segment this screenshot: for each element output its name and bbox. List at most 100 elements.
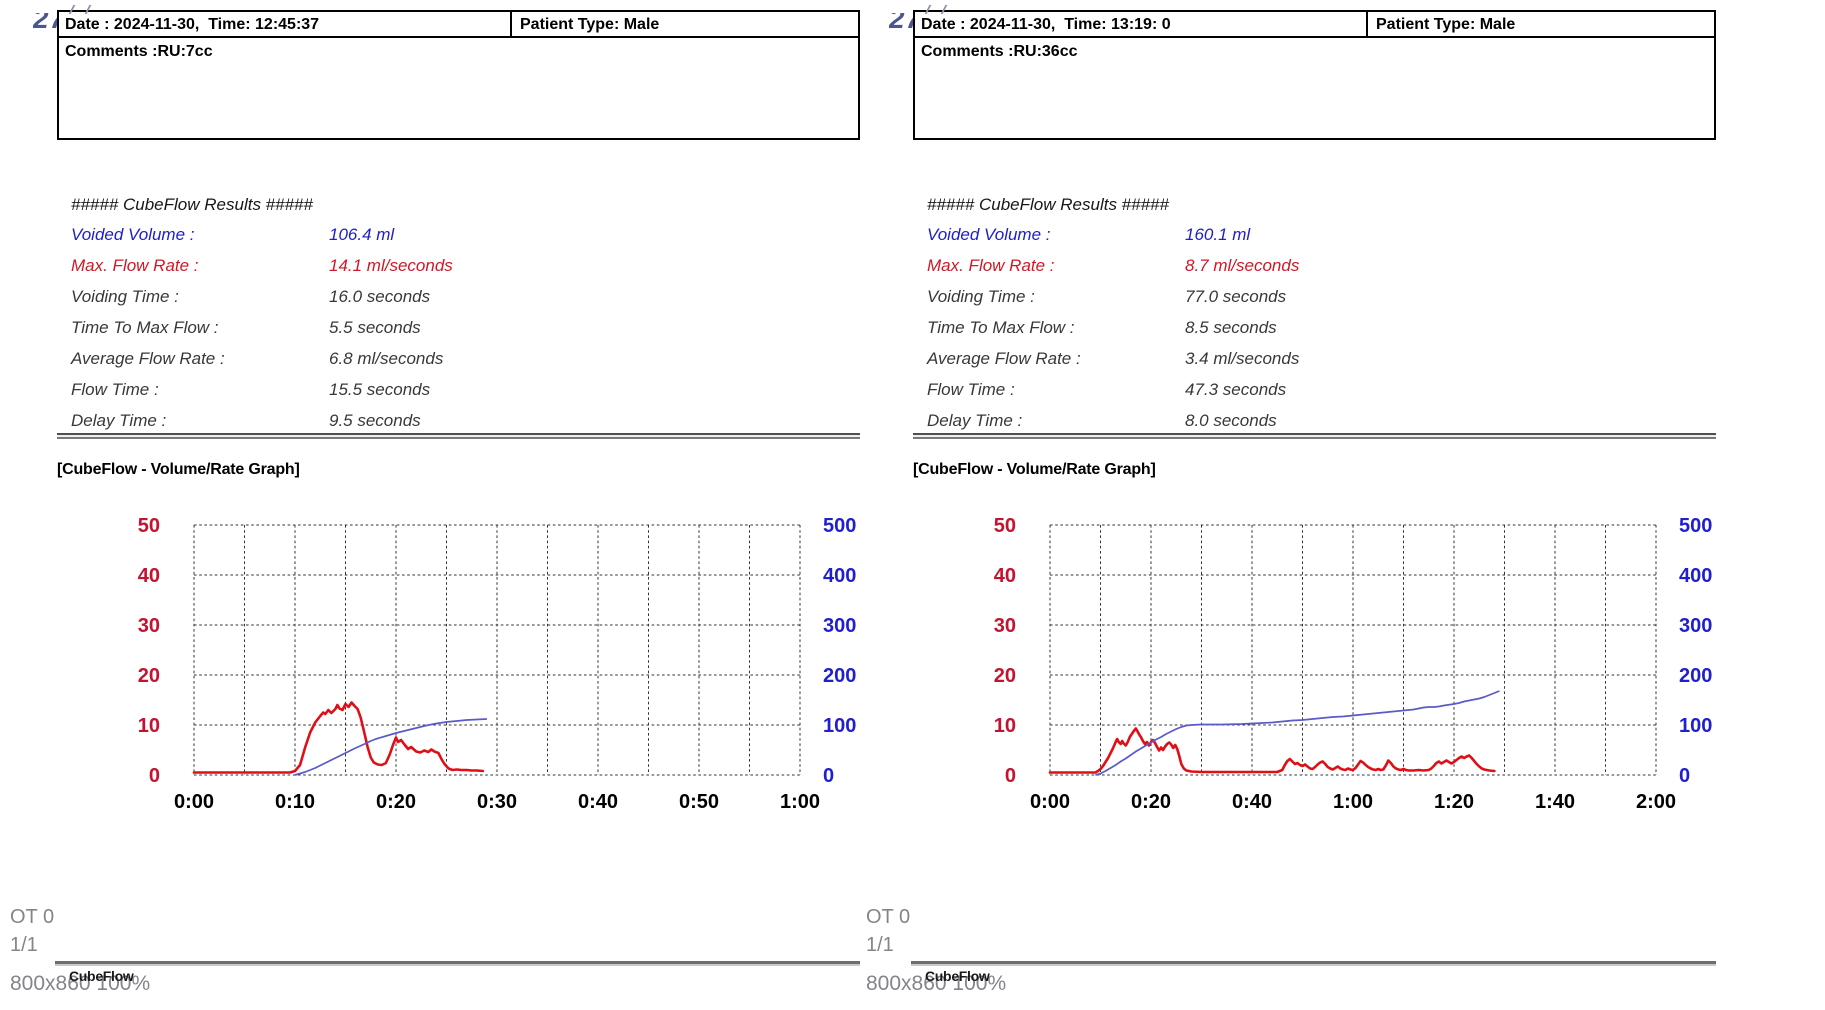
svg-text:0: 0 bbox=[1005, 765, 1016, 787]
svg-text:0:00: 0:00 bbox=[1030, 791, 1070, 813]
comments-cell: Comments :RU:36cc bbox=[921, 43, 1078, 60]
svg-text:0: 0 bbox=[1679, 765, 1690, 787]
svg-text:0:50: 0:50 bbox=[679, 791, 719, 813]
footer-page-indicator: 1/1 bbox=[10, 934, 38, 956]
patient-type-cell: Patient Type: Male bbox=[1376, 16, 1516, 33]
svg-text:40: 40 bbox=[138, 565, 160, 587]
date-time-cell: Date : 2024-11-30, Time: 12:45:37 bbox=[59, 12, 512, 36]
result-value: 6.8 ml/seconds bbox=[329, 349, 444, 368]
result-row-flow-time: Flow Time : 15.5 seconds bbox=[71, 380, 691, 402]
svg-text:0:20: 0:20 bbox=[1131, 791, 1171, 813]
svg-text:1:20: 1:20 bbox=[1434, 791, 1474, 813]
result-row-delay-time: Delay Time : 9.5 seconds bbox=[71, 411, 691, 433]
graph-section-title: [CubeFlow - Volume/Rate Graph] bbox=[913, 461, 1156, 478]
result-row-time-to-max-flow: Time To Max Flow : 5.5 seconds bbox=[71, 318, 691, 340]
footer-rule bbox=[911, 961, 1716, 966]
svg-text:1:40: 1:40 bbox=[1535, 791, 1575, 813]
result-row-voided-volume: Voided Volume : 160.1 ml bbox=[927, 225, 1547, 247]
svg-text:100: 100 bbox=[823, 715, 856, 737]
svg-text:1:00: 1:00 bbox=[1333, 791, 1373, 813]
separator-line bbox=[913, 433, 1716, 439]
result-value: 9.5 seconds bbox=[329, 411, 421, 430]
flow-volume-chart: 0:00 0:10 0:20 0:30 0:40 0:50 1:00010203040500… bbox=[138, 515, 857, 813]
svg-text:200: 200 bbox=[1679, 665, 1712, 687]
result-value: 47.3 seconds bbox=[1185, 380, 1287, 399]
svg-text:0:00: 0:00 bbox=[174, 791, 214, 813]
footer-watermark: CubeFlow bbox=[925, 968, 990, 984]
result-label: Flow Time : bbox=[71, 380, 159, 399]
result-value: 8.5 seconds bbox=[1185, 318, 1277, 337]
svg-text:30: 30 bbox=[138, 615, 160, 637]
patient-header-table: Date : 2024-11-30, Time: 13:19: 0 Patien… bbox=[913, 5, 1716, 140]
svg-text:100: 100 bbox=[1679, 715, 1712, 737]
result-value: 8.0 seconds bbox=[1185, 411, 1277, 430]
result-label: Average Flow Rate : bbox=[927, 349, 1081, 368]
svg-text:300: 300 bbox=[823, 615, 856, 637]
svg-text:30: 30 bbox=[994, 615, 1016, 637]
svg-text:20: 20 bbox=[138, 665, 160, 687]
result-label: Flow Time : bbox=[927, 380, 1015, 399]
result-value: 15.5 seconds bbox=[329, 380, 431, 399]
result-label: Average Flow Rate : bbox=[71, 349, 225, 368]
result-label: Voiding Time : bbox=[71, 287, 179, 306]
flow-volume-chart: 0:00 0:20 0:40 1:00 1:20 1:40 2:00010203040500… bbox=[994, 515, 1713, 813]
separator-line bbox=[57, 433, 860, 439]
svg-text:300: 300 bbox=[1679, 615, 1712, 637]
result-row-time-to-max-flow: Time To Max Flow : 8.5 seconds bbox=[927, 318, 1547, 340]
report-left: 27 Date : 2024-11-30, Time: 12:45:37 Pat… bbox=[10, 0, 917, 1010]
date-time-cell: Date : 2024-11-30, Time: 13:19: 0 bbox=[915, 12, 1368, 36]
svg-text:500: 500 bbox=[1679, 515, 1712, 537]
footer-ot: OT 0 bbox=[10, 906, 55, 928]
result-row-flow-time: Flow Time : 47.3 seconds bbox=[927, 380, 1547, 402]
result-value: 3.4 ml/seconds bbox=[1185, 349, 1300, 368]
header-row: Date : 2024-11-30, Time: 13:19: 0 Patien… bbox=[915, 12, 1714, 38]
report-right: 27 Date : 2024-11-30, Time: 13:19: 0 Pat… bbox=[866, 0, 1773, 1010]
result-row-average-flow-rate: Average Flow Rate : 6.8 ml/seconds bbox=[71, 349, 691, 371]
svg-text:0:30: 0:30 bbox=[477, 791, 517, 813]
svg-text:2:00: 2:00 bbox=[1636, 791, 1676, 813]
svg-text:0: 0 bbox=[149, 765, 160, 787]
svg-text:1:00: 1:00 bbox=[780, 791, 820, 813]
result-value: 160.1 ml bbox=[1185, 225, 1251, 244]
svg-text:0:20: 0:20 bbox=[376, 791, 416, 813]
result-label: Voiding Time : bbox=[927, 287, 1035, 306]
svg-text:500: 500 bbox=[823, 515, 856, 537]
result-row-delay-time: Delay Time : 8.0 seconds bbox=[927, 411, 1547, 433]
svg-text:400: 400 bbox=[1679, 565, 1712, 587]
svg-text:0:10: 0:10 bbox=[275, 791, 315, 813]
results-title: ##### CubeFlow Results ##### bbox=[927, 195, 1169, 214]
result-value: 77.0 seconds bbox=[1185, 287, 1287, 306]
svg-text:50: 50 bbox=[138, 515, 160, 537]
svg-text:10: 10 bbox=[994, 715, 1016, 737]
result-label: Time To Max Flow : bbox=[71, 318, 219, 337]
svg-text:10: 10 bbox=[138, 715, 160, 737]
result-value: 5.5 seconds bbox=[329, 318, 421, 337]
footer-watermark: CubeFlow bbox=[69, 968, 134, 984]
result-row-max-flow-rate: Max. Flow Rate : 14.1 ml/seconds bbox=[71, 256, 691, 278]
result-row-average-flow-rate: Average Flow Rate : 3.4 ml/seconds bbox=[927, 349, 1547, 371]
footer-resolution-zoom: 800x860 100% bbox=[10, 972, 151, 995]
graph-section-title: [CubeFlow - Volume/Rate Graph] bbox=[57, 461, 300, 478]
result-label: Delay Time : bbox=[71, 411, 167, 430]
result-label: Max. Flow Rate : bbox=[927, 256, 1055, 275]
result-label: Voided Volume : bbox=[927, 225, 1051, 244]
svg-text:200: 200 bbox=[823, 665, 856, 687]
result-label: Voided Volume : bbox=[71, 225, 195, 244]
svg-text:400: 400 bbox=[823, 565, 856, 587]
footer-ot: OT 0 bbox=[866, 906, 911, 928]
patient-header-table: Date : 2024-11-30, Time: 12:45:37 Patien… bbox=[57, 5, 860, 140]
svg-text:20: 20 bbox=[994, 665, 1016, 687]
patient-type-cell: Patient Type: Male bbox=[520, 16, 660, 33]
footer-rule bbox=[55, 961, 860, 966]
result-row-max-flow-rate: Max. Flow Rate : 8.7 ml/seconds bbox=[927, 256, 1547, 278]
result-label: Delay Time : bbox=[927, 411, 1023, 430]
header-row: Date : 2024-11-30, Time: 12:45:37 Patien… bbox=[59, 12, 858, 38]
result-row-voiding-time: Voiding Time : 16.0 seconds bbox=[71, 287, 691, 309]
result-value: 16.0 seconds bbox=[329, 287, 431, 306]
result-row-voided-volume: Voided Volume : 106.4 ml bbox=[71, 225, 691, 247]
svg-text:0:40: 0:40 bbox=[578, 791, 618, 813]
comments-cell: Comments :RU:7cc bbox=[65, 43, 213, 60]
svg-text:0: 0 bbox=[823, 765, 834, 787]
svg-text:0:40: 0:40 bbox=[1232, 791, 1272, 813]
